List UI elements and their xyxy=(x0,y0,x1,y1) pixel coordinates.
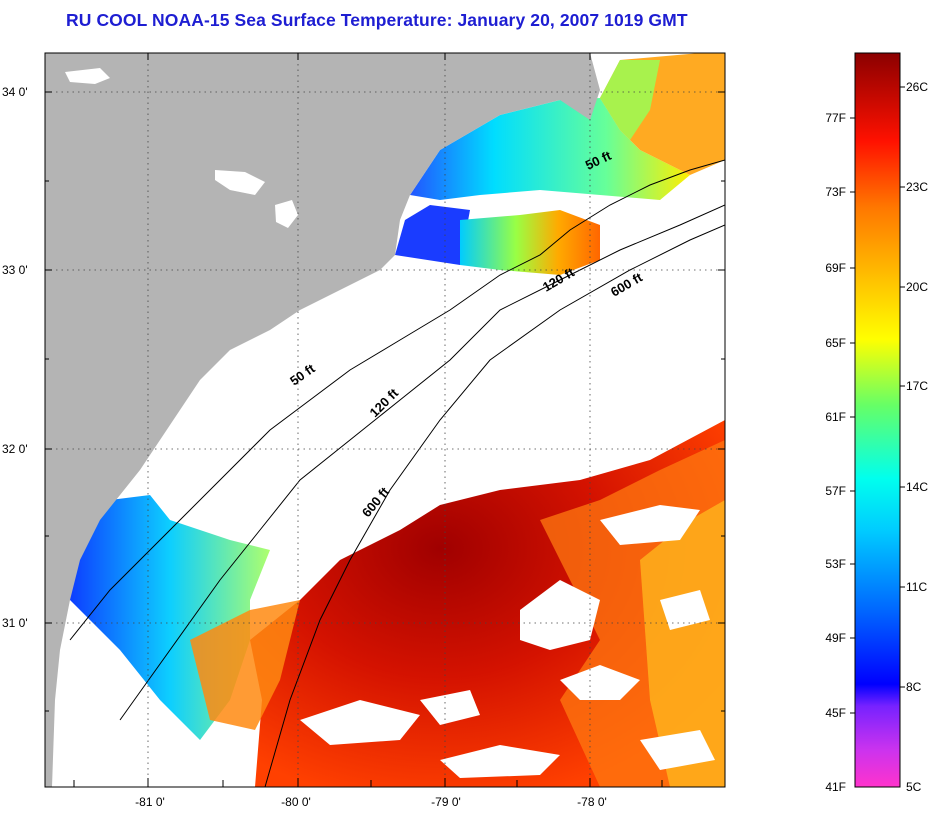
offshore-yellow-water xyxy=(640,500,725,787)
north-mid-band xyxy=(460,210,600,275)
northeast-yellow-band xyxy=(600,60,660,140)
north-inshore-blue xyxy=(395,205,470,265)
contour-120ft xyxy=(119,204,725,721)
nearshore-south-orange xyxy=(190,600,300,730)
lat-label-32: 32 0' xyxy=(2,442,28,456)
land-mass xyxy=(45,53,600,787)
colorbar-f-77: 77F xyxy=(825,111,846,125)
axis-ticks xyxy=(45,53,725,787)
colorbar-f-73: 73F xyxy=(825,185,846,199)
colorbar-c-11: 11C xyxy=(906,580,927,594)
colorbar-c-14: 14C xyxy=(906,480,928,494)
lat-label-33: 33 0' xyxy=(2,263,28,277)
lon-label-79: -79 0' xyxy=(431,795,461,809)
lat-label-34: 34 0' xyxy=(2,85,28,99)
colorbar-c-17: 17C xyxy=(906,379,928,393)
colorbar-f-65: 65F xyxy=(825,336,846,350)
lon-label-80: -80 0' xyxy=(281,795,311,809)
colorbar-c-8: 8C xyxy=(906,680,922,694)
colorbar-gradient xyxy=(854,52,901,788)
colorbar-c-20: 20C xyxy=(906,280,928,294)
colorbar-c-5: 5C xyxy=(906,780,922,794)
colorbar-c-23: 23C xyxy=(906,180,928,194)
cloud-gaps xyxy=(300,505,715,778)
colorbar-f-69: 69F xyxy=(825,261,846,275)
bathymetry-contours xyxy=(69,159,725,787)
contour-600ft xyxy=(264,224,725,787)
lon-label-81: -81 0' xyxy=(135,795,165,809)
colorbar-f-41: 41F xyxy=(825,780,846,794)
map-border xyxy=(44,52,726,788)
colorbar-f-49: 49F xyxy=(825,631,846,645)
sst-map[interactable]: 50 ft 120 ft 600 ft 50 ft 120 ft 600 ft xyxy=(45,53,725,787)
lon-label-78: -78 0' xyxy=(577,795,607,809)
colorbar-f-61: 61F xyxy=(825,410,846,424)
contour-50ft xyxy=(69,159,725,641)
colorbar: 77F 73F 69F 65F 61F 57F 53F 49F 45F 41F … xyxy=(825,52,928,794)
map-title: RU COOL NOAA-15 Sea Surface Temperature:… xyxy=(66,10,688,30)
north-bay-water xyxy=(410,98,690,200)
colorbar-c-26: 26C xyxy=(906,80,928,94)
colorbar-f-45: 45F xyxy=(825,706,846,720)
colorbar-f-53: 53F xyxy=(825,557,846,571)
inland-lakes xyxy=(65,68,298,228)
graticule xyxy=(45,53,725,787)
lat-label-31: 31 0' xyxy=(2,616,28,630)
colorbar-f-57: 57F xyxy=(825,484,846,498)
